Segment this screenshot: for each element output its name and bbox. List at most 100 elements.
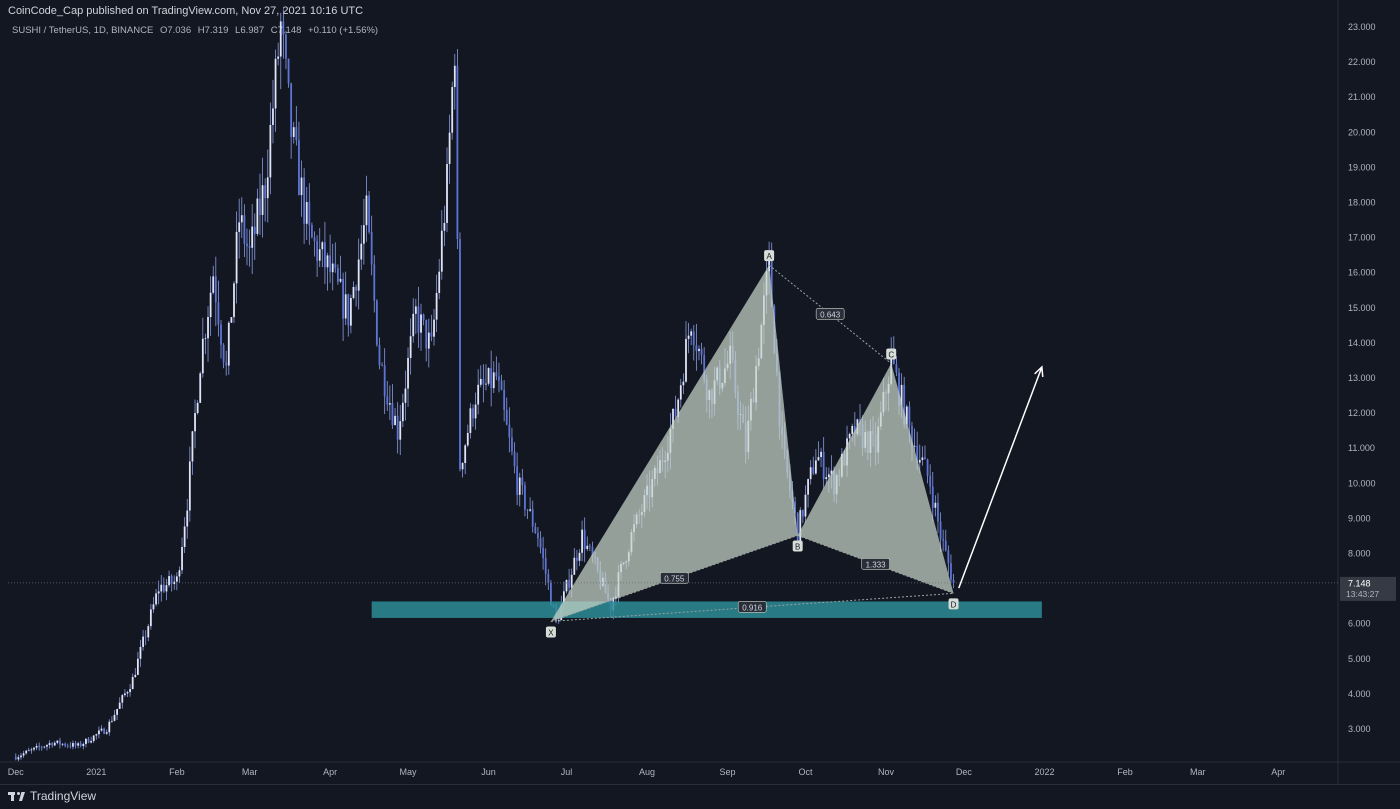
tradingview-icon [8,790,26,802]
y-tick-label: 20.000 [1348,127,1376,137]
candle-body [495,372,498,377]
candle-body [243,215,246,244]
candle-body [25,750,28,754]
candle-body [253,226,256,234]
candle-body [498,376,500,381]
candle-body [235,231,238,284]
candle-body [149,609,152,627]
candle-body [298,140,300,196]
candle-body [692,331,695,346]
candle-body [905,406,908,425]
candle-body [918,459,921,463]
candle-body [217,302,220,325]
candle-body [77,743,80,746]
candle-body [482,378,485,385]
y-tick-label: 5.000 [1348,654,1371,664]
candles-group [14,9,955,762]
candle-body [43,746,46,748]
candle-body [438,271,441,293]
candle-body [921,457,924,460]
candle-body [929,475,932,487]
x-tick-label: Aug [639,767,655,777]
candle-body [121,695,124,703]
ratio-badge [659,572,689,584]
candle-body [703,355,706,380]
candle-body [344,294,347,319]
projection-arrow[interactable] [958,366,1043,589]
candle-body [360,243,363,260]
candle-body [147,626,150,638]
candle-body [201,338,204,374]
candle-body [261,185,264,215]
candle-body [357,259,360,291]
candle-body [565,580,568,592]
pattern-point-label: B [795,542,800,551]
candle-body [188,461,191,511]
x-tick-label: Feb [169,767,185,777]
tradingview-logo[interactable]: TradingView [8,789,96,803]
candle-body [56,740,59,743]
candle-body [472,408,474,419]
candle-body [233,283,235,318]
candle-body [61,743,64,745]
candle-body [573,557,576,575]
candle-body [225,362,228,366]
candle-body [300,177,303,196]
candle-body [82,743,85,747]
candle-body [474,404,477,419]
pattern-point-badge [948,598,959,610]
candle-body [578,552,581,561]
candle-body [420,314,422,333]
footer-bar [0,784,1400,809]
candle-body [443,222,446,231]
candle-body [209,292,212,318]
candle-body [79,743,82,747]
candle-body [264,185,267,199]
price-chart[interactable]: 3.0004.0005.0006.0007.0008.0009.00010.00… [0,0,1400,784]
candle-body [492,372,495,389]
candle-body [98,730,100,735]
candle-body [116,708,119,715]
candle-body [53,742,56,746]
candle-body [48,743,51,746]
candle-body [222,344,225,363]
pattern-point-badge [545,626,556,638]
candle-body [35,745,38,748]
symbol-legend[interactable]: SUSHI / TetherUS, 1D, BINANCE O7.036 H7.… [12,25,382,36]
candle-body [820,451,822,457]
ratio-badge [737,601,767,613]
pattern-point-badge [764,250,775,262]
x-tick-label: Mar [242,767,258,777]
symbol-name[interactable]: SUSHI / TetherUS, 1D, BINANCE [12,25,154,36]
candle-body [378,344,381,365]
candle-body [207,317,209,339]
candle-body [934,502,937,508]
candle-body [908,406,911,427]
candle-body [152,604,155,610]
candle-body [796,512,799,543]
support-zone[interactable] [371,601,1042,618]
candle-body [814,460,817,474]
candle-body [326,255,329,268]
candle-body [324,242,326,268]
y-tick-label: 13.000 [1348,373,1376,383]
candle-body [414,306,417,314]
candle-body [347,294,350,326]
candle-body [409,336,412,358]
close-value: C7.148 [270,25,302,36]
pattern-triangle-xab[interactable] [550,265,798,622]
candle-body [433,319,435,337]
candle-body [581,529,583,553]
candle-body [591,546,594,558]
candle-body [20,755,22,758]
candle-body [466,432,469,446]
candle-body [417,306,420,333]
candle-body [303,177,306,224]
countdown-label: 13:43:27 [1346,589,1379,599]
candle-body [505,409,508,425]
candle-body [362,225,365,244]
candle-body [173,581,176,585]
pattern-triangle-bcd[interactable] [797,363,954,594]
candle-body [368,195,370,232]
